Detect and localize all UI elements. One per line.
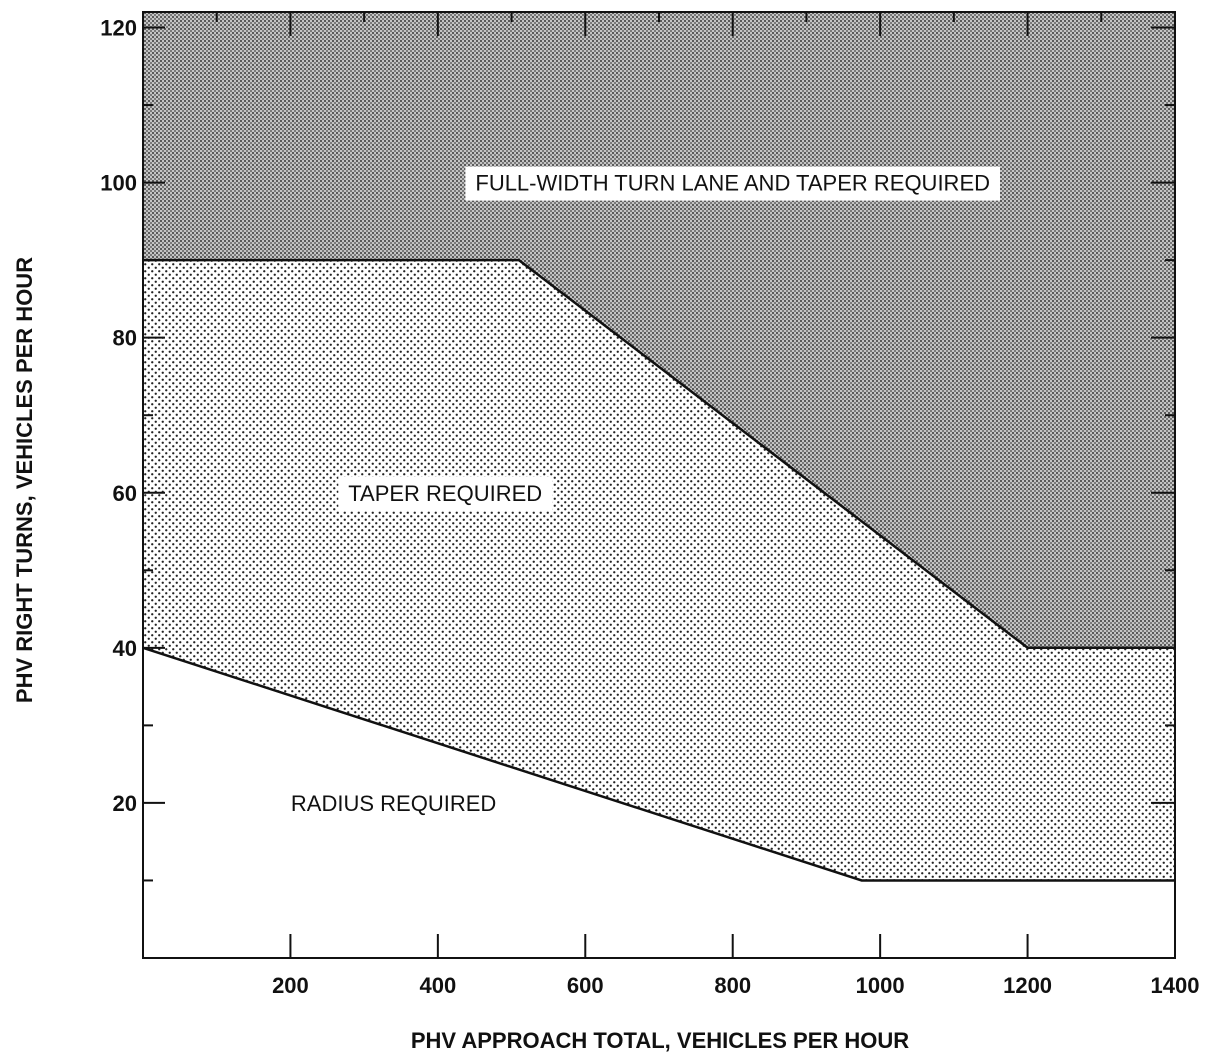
y-tick-label: 60 (113, 481, 137, 506)
y-tick-label: 40 (113, 636, 137, 661)
y-tick-label: 80 (113, 326, 137, 351)
y-tick-label: 20 (113, 791, 137, 816)
x-tick-label: 400 (419, 973, 456, 998)
y-tick-label: 120 (100, 16, 137, 41)
x-tick-label: 1000 (856, 973, 905, 998)
y-axis-title: PHV RIGHT TURNS, VEHICLES PER HOUR (12, 257, 37, 703)
y-tick-label: 100 (100, 171, 137, 196)
taper-required-label: TAPER REQUIRED (348, 481, 542, 506)
x-tick-label: 800 (714, 973, 751, 998)
plot-area (143, 12, 1175, 958)
radius-required-label: RADIUS REQUIRED (291, 791, 496, 816)
x-axis-title: PHV APPROACH TOTAL, VEHICLES PER HOUR (411, 1028, 909, 1053)
x-tick-label: 200 (272, 973, 309, 998)
full-width-turn-lane-label: FULL-WIDTH TURN LANE AND TAPER REQUIRED (475, 171, 990, 196)
x-tick-label: 1200 (1003, 973, 1052, 998)
x-tick-label: 600 (567, 973, 604, 998)
x-tick-label: 1400 (1151, 973, 1200, 998)
